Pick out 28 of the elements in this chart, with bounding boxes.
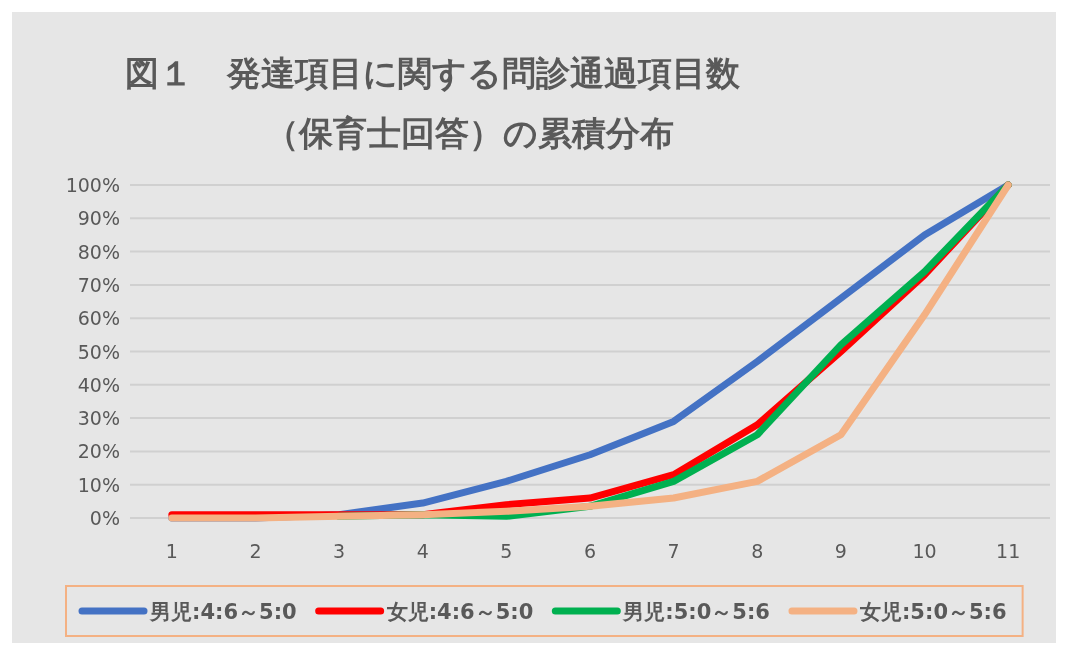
x-tick-label: 7 [667, 540, 680, 562]
x-tick-label: 9 [834, 540, 847, 562]
y-tick-label: 40% [77, 373, 120, 396]
y-tick-label: 0% [89, 507, 120, 529]
y-tick-label: 50% [77, 340, 120, 363]
x-tick-label: 6 [583, 540, 597, 562]
y-tick-label: 100% [65, 174, 120, 196]
x-tick-label: 2 [249, 540, 262, 562]
y-tick-label: 90% [77, 207, 120, 230]
legend-label: 男児:4:6～5:0 [149, 600, 297, 624]
chart-subtitle: （保育士回答）の累積分布 [265, 113, 674, 153]
y-tick-label: 60% [77, 307, 120, 330]
y-tick-label: 30% [77, 407, 120, 430]
x-tick-label: 5 [500, 540, 513, 562]
legend-label: 男児:5:0～5:6 [622, 600, 770, 624]
y-tick-label: 70% [77, 273, 120, 296]
y-tick-label: 10% [77, 473, 120, 496]
x-tick-label: 1 [165, 540, 178, 562]
y-tick-label: 20% [77, 440, 120, 463]
chart-title: 図１ 発達項目に関する問診通過項目数 [125, 53, 741, 93]
x-tick-label: 11 [996, 540, 1021, 562]
x-tick-label: 8 [751, 540, 764, 562]
legend-label: 女児:5:0～5:6 [858, 600, 1007, 624]
x-tick-label: 4 [416, 540, 429, 562]
x-tick-label: 3 [333, 540, 346, 562]
legend-label: 女児:4:6～5:0 [385, 600, 534, 624]
x-tick-label: 10 [912, 540, 937, 562]
y-tick-label: 80% [77, 240, 120, 263]
